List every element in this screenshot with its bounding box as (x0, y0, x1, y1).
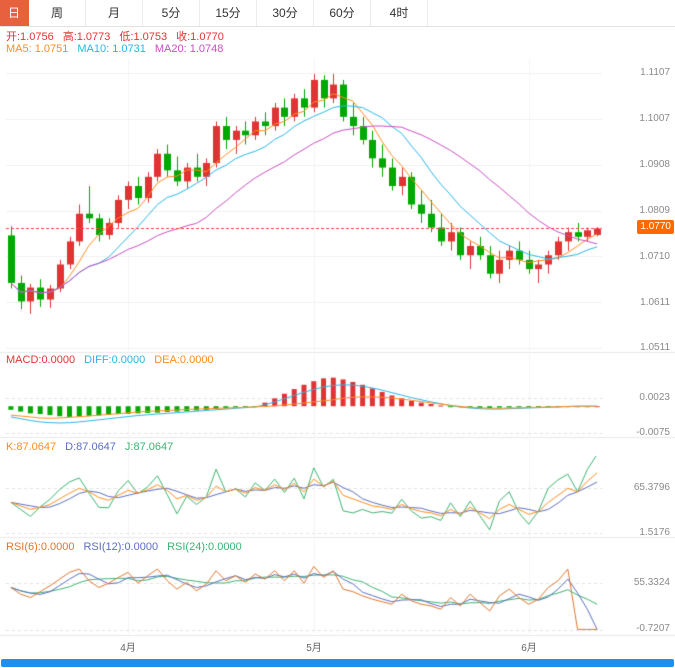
ma-info-row: MA5: 1.0751 MA10: 1.0731 MA20: 1.0748 (6, 43, 223, 55)
kdj-j-label: J:87.0647 (124, 441, 174, 453)
rsi6-label: RSI(6):0.0000 (6, 541, 75, 553)
dea-label: DEA:0.0000 (154, 354, 214, 366)
ma5-label: MA5: 1.0751 (6, 43, 69, 55)
tab-30min[interactable]: 30分 (257, 0, 314, 26)
kdj-info-row: K:87.0647 D:87.0647 J:87.0647 (6, 441, 173, 453)
kdj-axis-tick: 1.5176 (639, 527, 670, 538)
macd-label: MACD:0.0000 (6, 354, 76, 366)
x-axis-month-label: 4月 (120, 643, 136, 654)
open-label: 开:1.0756 (6, 31, 54, 43)
ma20-label: MA20: 1.0748 (154, 43, 224, 55)
kdj-k-label: K:87.0647 (6, 441, 57, 453)
rsi12-label: RSI(12):0.0000 (83, 541, 159, 553)
price-axis-tick: 1.1107 (640, 67, 670, 78)
current-price-badge: 1.0770 (637, 220, 674, 234)
tab-week[interactable]: 周 (29, 0, 86, 26)
price-axis-tick: 1.0710 (639, 251, 670, 262)
macd-info-row: MACD:0.0000 DIFF:0.0000 DEA:0.0000 (6, 354, 214, 366)
tab-month[interactable]: 月 (86, 0, 143, 26)
macd-axis-tick: -0.0075 (636, 427, 670, 438)
x-axis-month-label: 5月 (306, 643, 322, 654)
rsi-axis-tick: -0.7207 (636, 623, 670, 634)
rsi-info-row: RSI(6):0.0000 RSI(12):0.0000 RSI(24):0.0… (6, 541, 242, 553)
timeframe-tabbar: 日 周 月 5分 15分 30分 60分 4时 (0, 0, 675, 27)
x-axis-month-label: 6月 (521, 643, 537, 654)
tab-day[interactable]: 日 (0, 0, 29, 26)
high-label: 高:1.0773 (62, 31, 111, 43)
price-axis-tick: 1.0809 (639, 205, 670, 216)
tab-4hour[interactable]: 4时 (371, 0, 428, 26)
kdj-axis-tick: 65.3796 (633, 482, 670, 493)
close-label: 收:1.0770 (176, 31, 224, 43)
price-axis-tick: 1.0511 (640, 342, 670, 353)
ohlc-info-row: 开:1.0756 高:1.0773 低:1.0753 收:1.0770 (6, 28, 224, 44)
kdj-d-label: D:87.0647 (65, 441, 116, 453)
rsi-axis-tick: 55.3324 (633, 577, 670, 588)
low-label: 低:1.0753 (119, 31, 168, 43)
price-axis-tick: 1.1007 (639, 113, 670, 124)
price-axis-tick: 1.0908 (639, 159, 670, 170)
bottom-scrollbar[interactable] (1, 659, 674, 667)
tab-5min[interactable]: 5分 (143, 0, 200, 26)
ma10-label: MA10: 1.0731 (77, 43, 146, 55)
tab-15min[interactable]: 15分 (200, 0, 257, 26)
diff-label: DIFF:0.0000 (84, 354, 146, 366)
tab-60min[interactable]: 60分 (314, 0, 371, 26)
macd-axis-tick: 0.0023 (639, 392, 670, 403)
rsi24-label: RSI(24):0.0000 (167, 541, 242, 553)
price-axis-tick: 1.0611 (640, 297, 670, 308)
